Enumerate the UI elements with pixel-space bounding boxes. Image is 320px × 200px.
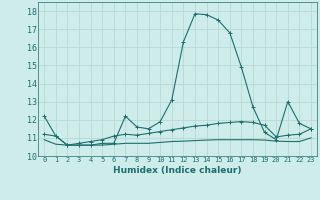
X-axis label: Humidex (Indice chaleur): Humidex (Indice chaleur): [113, 166, 242, 175]
